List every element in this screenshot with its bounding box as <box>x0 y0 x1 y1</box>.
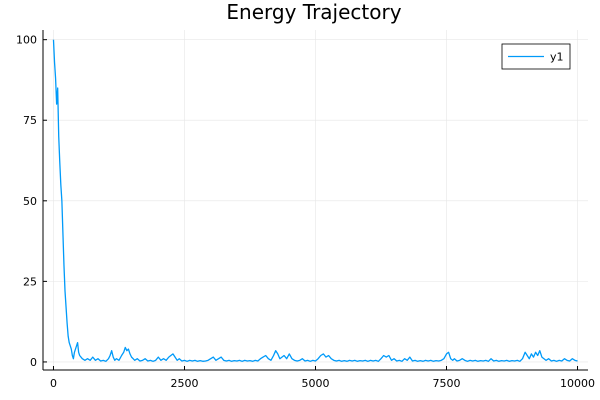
y-tick-label-2: 50 <box>23 195 37 208</box>
chart-title: Energy Trajectory <box>226 0 401 24</box>
x-tick-label-1: 2500 <box>170 377 198 390</box>
x-tick-label-3: 7500 <box>433 377 461 390</box>
y-tick-label-4: 100 <box>16 34 37 47</box>
y-tick-label-1: 25 <box>23 275 37 288</box>
tick-labels: 0 2500 5000 7500 10000 0 25 50 75 100 <box>16 34 595 390</box>
x-tick-label-4: 10000 <box>560 377 595 390</box>
series-line-y1 <box>52 39 578 362</box>
grid <box>43 30 588 370</box>
legend-label-y1: y1 <box>550 51 564 64</box>
y-tick-label-3: 75 <box>23 114 37 127</box>
x-tick-label-0: 0 <box>50 377 57 390</box>
series-layer <box>52 39 578 362</box>
axes <box>42 30 588 371</box>
legend: y1 <box>501 43 571 70</box>
x-tick-label-2: 5000 <box>302 377 330 390</box>
y-tick-label-0: 0 <box>30 356 37 369</box>
